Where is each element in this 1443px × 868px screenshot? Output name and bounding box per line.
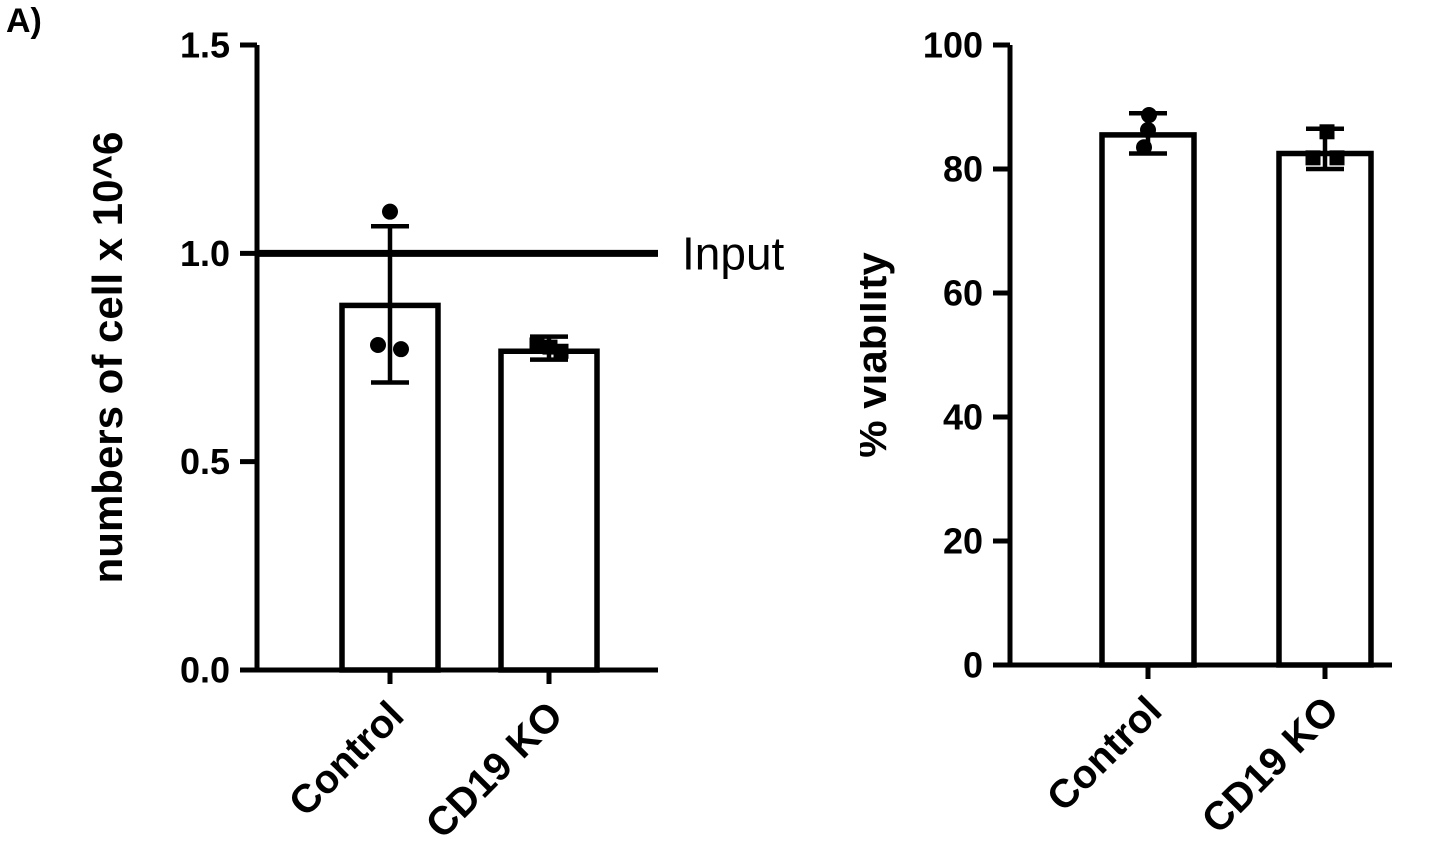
bar-control [1099, 132, 1197, 668]
y-tick-label: 60 [943, 273, 983, 314]
data-point-circle [382, 203, 398, 220]
y-tick-label: 100 [923, 25, 983, 66]
data-point-square [529, 337, 545, 353]
x-category-label: CD19 KO [418, 693, 572, 847]
bar-cd19-ko [1276, 150, 1374, 668]
y-tick-label: 0 [963, 645, 983, 686]
y-tick-label: 1.5 [180, 25, 230, 66]
data-point-square [1319, 124, 1335, 140]
panel-label: A) [6, 2, 42, 40]
data-point-circle [393, 341, 409, 358]
data-point-square [1305, 150, 1321, 166]
data-point-square [553, 343, 569, 359]
data-point-circle [370, 337, 386, 353]
y-tick-label: 40 [943, 397, 983, 438]
x-category-label: Control [281, 693, 413, 825]
data-point-circle [1141, 107, 1157, 124]
y-tick-label: 0.5 [180, 441, 230, 482]
y-tick-label: 80 [943, 149, 983, 190]
y-tick-label: 1.0 [180, 233, 230, 274]
bar-cd19-ko [498, 348, 600, 673]
data-point-circle [1136, 139, 1152, 156]
x-category-label: CD19 KO [1194, 688, 1348, 842]
cell-count-bar-chart: 0.0 0.5 1.0 1.5 Control CD19 KO Input numbers o… [84, 25, 785, 847]
y-tick-label: 0.0 [180, 650, 230, 691]
input-line-label: Input [682, 227, 785, 279]
data-point-circle [1140, 121, 1156, 138]
y-axis-label: % viability [860, 252, 895, 458]
x-category-label: Control [1039, 688, 1171, 820]
data-point-square [1329, 150, 1345, 166]
y-tick-label: 20 [943, 521, 983, 562]
y-axis-label: numbers of cell x 10^6 [84, 132, 131, 584]
